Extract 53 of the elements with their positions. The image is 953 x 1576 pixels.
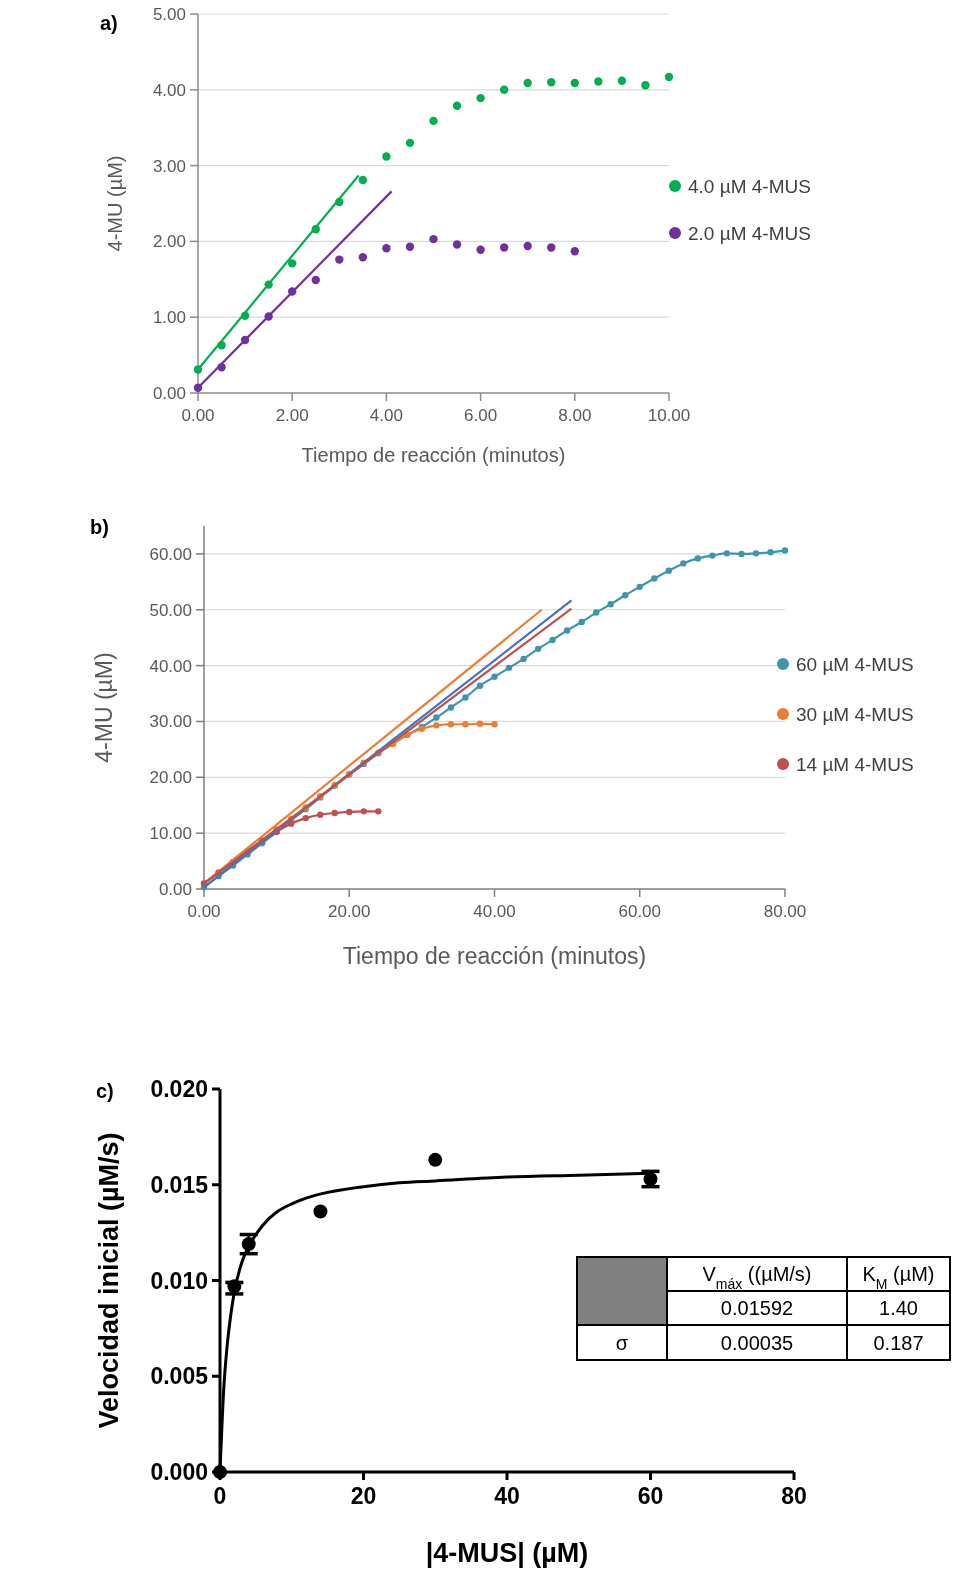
y-axis-title: Velocidad inicial (µM/s) [94,1132,124,1429]
y-tick-label: 50.00 [149,600,192,620]
y-tick-label: 0.00 [158,879,192,899]
chart-title: c) [96,1080,114,1102]
text: 1.40 [879,1297,918,1319]
x-tick-label: 20 [350,1483,377,1510]
annotation: 0.00035 [720,1331,794,1354]
annotation: V$_{máx}$ ((µM/s) [702,1263,812,1292]
y-axis-title: 4-MU (µM) [104,155,126,252]
y-tick-label: 0.020 [150,1076,208,1103]
x-tick-label: 2.00 [275,405,309,425]
x-axis-title: Tiempo de reacción (minutos) [301,444,566,466]
legend-label: 30 µM 4-MUS [796,703,914,725]
legend-label: 14 µM 4-MUS [796,753,914,775]
text: 0.187 [873,1331,924,1354]
y-tick-label: 0.015 [150,1171,209,1198]
y-tick-label: 0.000 [150,1459,208,1486]
x-tick-label: 40 [494,1483,520,1510]
x-tick-label: 10.00 [647,405,691,425]
x-tick-label: 40.00 [473,901,516,921]
x-axis-title: |4-MUS| (µM) [425,1538,589,1568]
x-tick-label: 8.00 [558,405,592,425]
legend-label: 2.0 µM 4-MUS [688,222,811,244]
y-tick-label: 40.00 [149,656,192,676]
text: K$_{M}$ (µM) [862,1263,935,1292]
x-tick-label: 0 [213,1483,227,1510]
x-tick-label: 60 [637,1483,664,1510]
y-tick-label: 1.00 [152,308,186,328]
x-axis-title: Tiempo de reacción (minutos) [342,943,647,969]
y-tick-label: 5.00 [152,4,186,24]
x-tick-label: 60.00 [618,901,662,921]
y-axis-title: 4-MU (µM) [91,652,117,763]
y-tick-label: 10.00 [149,824,192,844]
x-tick-label: 4.00 [369,405,403,425]
annotation: 0.01592 [720,1297,794,1319]
y-tick-label: 0.010 [150,1267,208,1294]
annotation: σ [615,1331,629,1354]
y-tick-label: 2.00 [152,232,186,252]
legend-label: 60 µM 4-MUS [796,653,914,675]
y-tick-label: 0.00 [152,383,186,403]
y-tick-label: 3.00 [152,156,186,176]
y-tick-label: 4.00 [152,80,186,100]
x-tick-label: 6.00 [464,405,498,425]
legend-label: 4.0 µM 4-MUS [688,175,811,197]
x-tick-label: 20.00 [327,901,371,921]
y-tick-label: 30.00 [149,712,192,732]
chart-title: a) [100,12,118,34]
y-tick-label: 20.00 [149,768,192,788]
y-tick-label: 60.00 [149,544,192,564]
x-tick-label: 80.00 [763,901,807,921]
y-tick-label: 0.005 [150,1363,209,1390]
x-tick-label: 80 [781,1483,807,1510]
chart-title: b) [90,516,109,538]
